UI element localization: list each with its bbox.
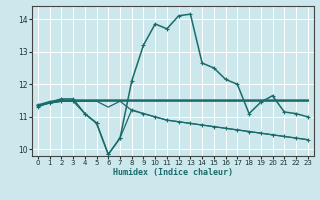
X-axis label: Humidex (Indice chaleur): Humidex (Indice chaleur) xyxy=(113,168,233,177)
